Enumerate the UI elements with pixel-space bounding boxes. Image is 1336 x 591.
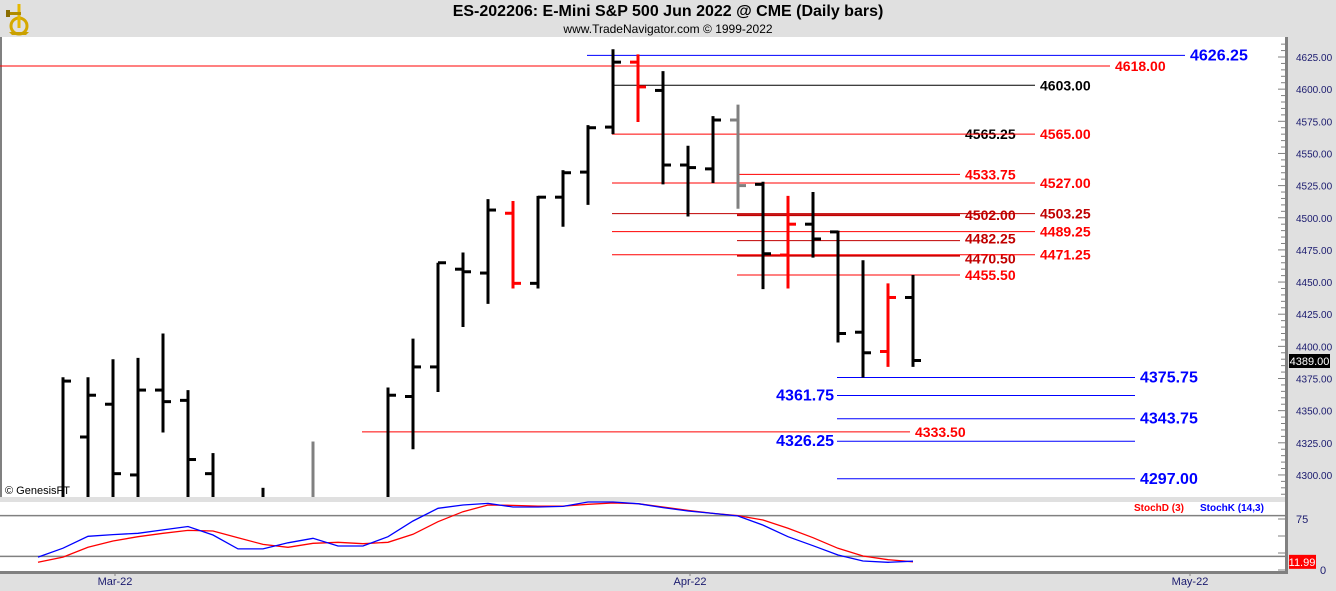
- date-axis-label: Mar-22: [98, 576, 133, 588]
- price-tick-label: 4600.00: [1296, 85, 1333, 96]
- ohlc-bar: [180, 390, 196, 497]
- ohlc-bar: [780, 195, 796, 289]
- chart-subtitle: www.TradeNavigator.com © 1999-2022: [563, 22, 773, 36]
- price-tick-label: 4575.00: [1296, 117, 1333, 128]
- ohlc-bar: [105, 359, 121, 497]
- logo-icon: [6, 4, 29, 36]
- stoch-k-line: [37, 501, 914, 563]
- stoch-legend-label: StochD (3): [1134, 503, 1184, 514]
- date-axis-label: Apr-22: [673, 576, 706, 588]
- level-label: 4618.00: [1115, 58, 1166, 74]
- ohlc-bar: [905, 274, 921, 367]
- ohlc-bar: [605, 49, 621, 135]
- stoch-plot-area[interactable]: [0, 502, 1286, 572]
- stoch-bottom-border: [0, 571, 1288, 574]
- level-label: 4361.75: [776, 388, 834, 405]
- price-tick-label: 4500.00: [1296, 214, 1333, 225]
- ohlc-bar: [705, 116, 721, 184]
- ohlc-bar: [130, 357, 146, 497]
- ohlc-bar: [880, 283, 896, 367]
- stoch-d-line: [37, 502, 914, 563]
- price-axis: 4625.00 4600.00 4575.00 4550.00 4525.00 4500.…: [1278, 43, 1333, 495]
- ohlc-bar: [730, 104, 746, 209]
- ohlc-bar: [830, 230, 846, 343]
- price-plot-area[interactable]: [0, 37, 1288, 497]
- price-tick-label: 4325.00: [1296, 439, 1333, 450]
- ohlc-bar: [61, 377, 71, 497]
- level-label: 4482.25: [965, 231, 1016, 247]
- price-tick-label: 4425.00: [1296, 310, 1333, 321]
- date-axis-label: May-22: [1172, 576, 1209, 588]
- level-label: 4470.50: [965, 251, 1016, 267]
- chart-title: ES-202206: E-Mini S&P 500 Jun 2022 @ CME…: [452, 3, 884, 20]
- price-tick-label: 4350.00: [1296, 407, 1333, 418]
- level-label: 4297.00: [1140, 471, 1198, 488]
- ohlc-bars: [61, 49, 921, 497]
- level-label: 4603.00: [1040, 77, 1091, 93]
- stochastic-panel: 75 0 StochD (3) StochK (14,3) 11.99: [0, 501, 1326, 577]
- ohlc-bar: [80, 377, 96, 497]
- ohlc-bar: [805, 192, 821, 258]
- level-label: 4489.25: [1040, 224, 1091, 240]
- ohlc-bar: [580, 125, 596, 205]
- price-tick-label: 4525.00: [1296, 182, 1333, 193]
- stoch-legend-label: StochK (14,3): [1200, 503, 1264, 514]
- ohlc-bar: [680, 145, 696, 217]
- level-label: 4565.00: [1040, 126, 1091, 142]
- last-price-marker: 4389.00: [1289, 354, 1330, 368]
- stoch-tick-label: 0: [1320, 565, 1326, 577]
- ohlc-bar: [655, 71, 671, 185]
- stoch-last-value-marker: [1289, 554, 1316, 569]
- level-label: 4527.00: [1040, 175, 1091, 191]
- price-tick-label: 4475.00: [1296, 246, 1333, 257]
- level-label: 4343.75: [1140, 411, 1198, 428]
- level-label: 4326.25: [776, 433, 834, 450]
- ohlc-bar: [386, 387, 396, 497]
- level-label: 4455.50: [965, 267, 1016, 283]
- price-tick-label: 4400.00: [1296, 342, 1333, 353]
- price-tick-label: 4550.00: [1296, 149, 1333, 160]
- price-axis-border: [1285, 37, 1288, 574]
- level-label: 4626.25: [1190, 47, 1248, 64]
- level-label: 4503.25: [1040, 206, 1091, 222]
- chart-header: ES-202206: E-Mini S&P 500 Jun 2022 @ CME…: [0, 0, 1336, 37]
- left-border: [0, 37, 2, 497]
- ohlc-bar: [205, 453, 215, 497]
- stoch-tick-label: 75: [1296, 514, 1308, 526]
- ohlc-bar: [505, 201, 521, 289]
- copyright-label: © GenesisFT: [5, 485, 70, 497]
- level-label: 4502.00: [965, 207, 1016, 223]
- price-tick-label: 4450.00: [1296, 278, 1333, 289]
- price-tick-label: 4375.00: [1296, 375, 1333, 386]
- ohlc-bar: [480, 199, 496, 304]
- price-tick-label: 4625.00: [1296, 53, 1333, 64]
- ohlc-bar: [155, 333, 171, 433]
- level-label: 4533.75: [965, 166, 1016, 182]
- level-label: 4471.25: [1040, 247, 1091, 263]
- ohlc-bar: [430, 261, 446, 393]
- stoch-last-value-label: 11.99: [1289, 557, 1316, 569]
- price-tick-label: 4300.00: [1296, 471, 1333, 482]
- level-label: 4333.50: [915, 424, 966, 440]
- ohlc-bar: [555, 170, 571, 227]
- ohlc-bar: [630, 54, 646, 122]
- ohlc-bar: [855, 260, 871, 378]
- ohlc-bar: [755, 181, 771, 290]
- ohlc-bar: [455, 252, 471, 328]
- last-price-label: 4389.00: [1290, 356, 1330, 368]
- ohlc-bar: [405, 338, 421, 450]
- date-axis: Mar-22 Apr-22 May-22: [98, 572, 1209, 588]
- level-label: 4375.75: [1140, 370, 1198, 387]
- ohlc-bar: [530, 195, 546, 289]
